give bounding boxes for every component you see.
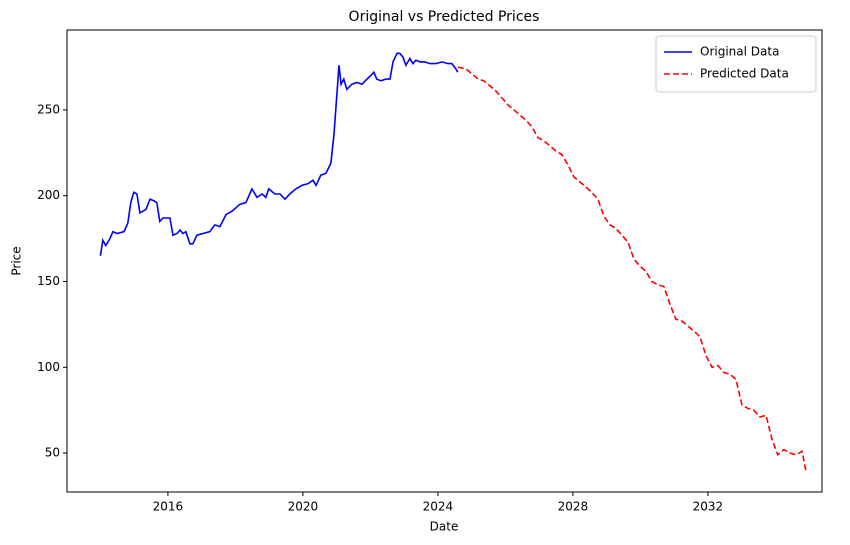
chart-title: Original vs Predicted Prices bbox=[349, 9, 540, 25]
data-line bbox=[99, 52, 459, 256]
legend-label: Predicted Data bbox=[700, 67, 789, 81]
data-line bbox=[457, 66, 807, 471]
legend-box bbox=[655, 35, 817, 93]
y-tick-label: 150 bbox=[37, 274, 60, 288]
y-tick-label: 100 bbox=[37, 360, 60, 374]
x-tick-label: 2028 bbox=[558, 500, 589, 514]
x-tick-label: 2020 bbox=[288, 500, 319, 514]
y-tick-label: 200 bbox=[37, 188, 60, 202]
y-tick-label: 250 bbox=[37, 102, 60, 116]
plot-frame bbox=[66, 29, 823, 493]
y-tick-label: 50 bbox=[45, 446, 60, 460]
x-tick-label: 2024 bbox=[423, 500, 454, 514]
x-tick-label: 2016 bbox=[153, 500, 184, 514]
y-axis-label: Price bbox=[10, 246, 24, 275]
x-tick-label: 2032 bbox=[693, 500, 724, 514]
legend-label: Original Data bbox=[700, 45, 779, 59]
x-axis-label: Date bbox=[430, 520, 459, 534]
